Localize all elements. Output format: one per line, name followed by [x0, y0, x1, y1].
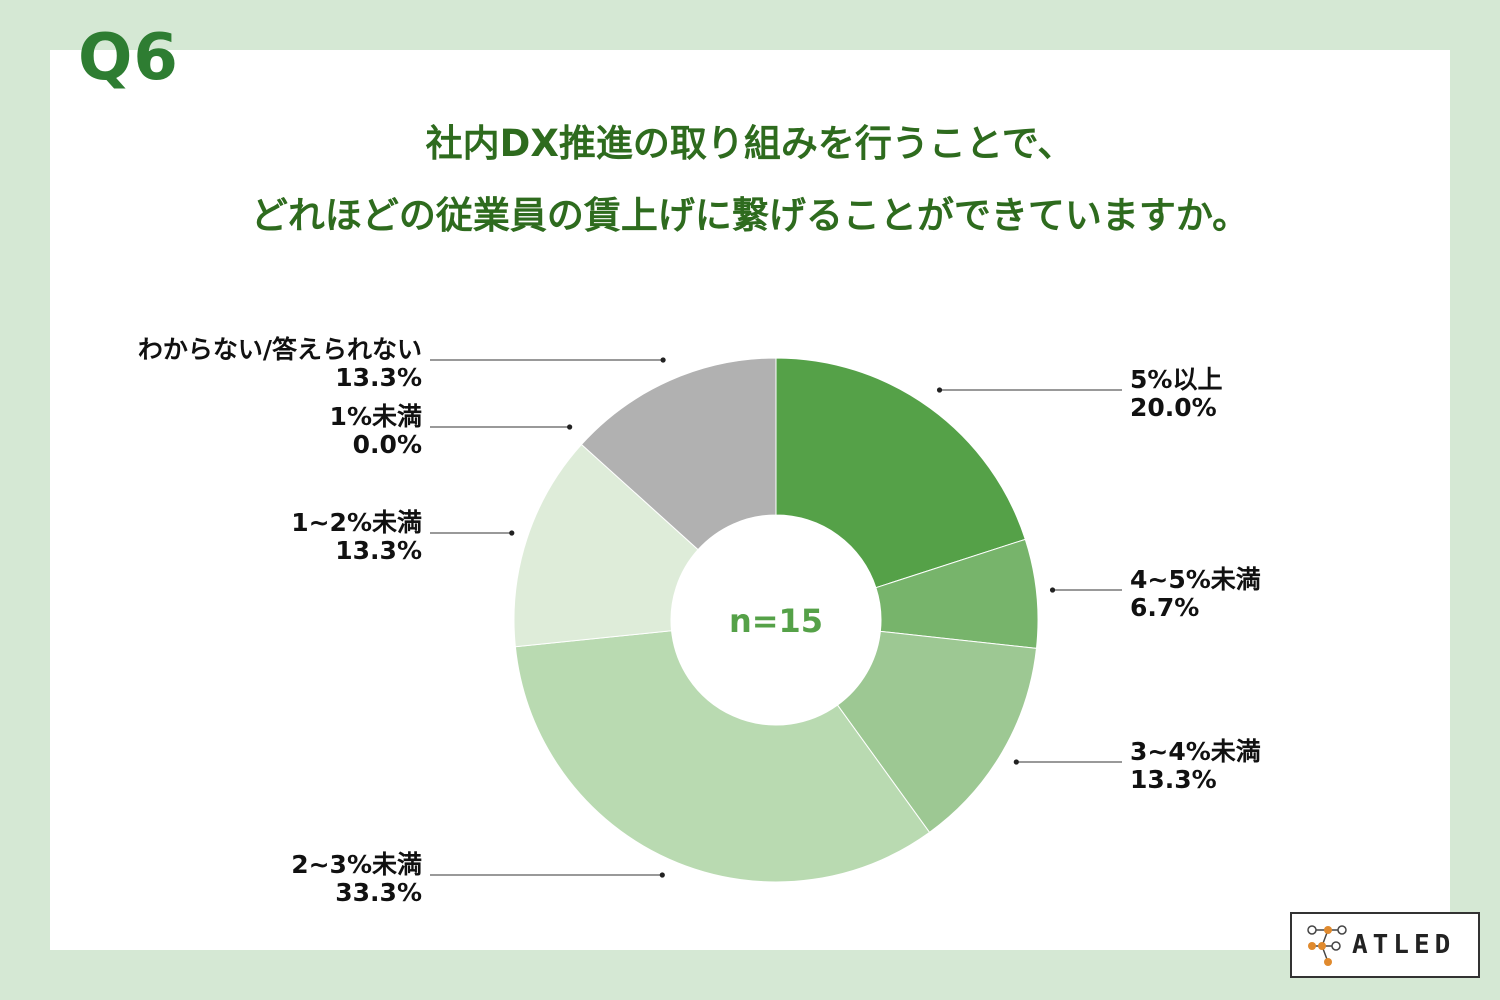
- slice-value-0: 20.0%: [1130, 393, 1217, 422]
- slice-value-3: 33.3%: [335, 878, 422, 907]
- slice-label-6: わからない/答えられない: [138, 335, 422, 364]
- slice-value-2: 13.3%: [1130, 765, 1217, 794]
- title-line-1: 社内DX推進の取り組みを行うことで、: [425, 122, 1075, 165]
- leader-dot-2: [1013, 759, 1019, 765]
- slice-value-6: 13.3%: [335, 363, 422, 392]
- center-label: n=15: [729, 602, 823, 640]
- leader-dot-3: [659, 872, 665, 878]
- page-title: 社内DX推進の取り組みを行うことで、 どれほどの従業員の賃上げに繋げることができ…: [0, 108, 1500, 252]
- pie-slice-4: [513, 443, 699, 648]
- leader-dot-5: [567, 424, 573, 430]
- slice-value-1: 6.7%: [1130, 593, 1199, 622]
- brand-logo: ATLED: [1290, 912, 1480, 978]
- pie-slice-0: [775, 357, 1026, 589]
- slice-value-4: 13.3%: [335, 536, 422, 565]
- pie-slice-2: [836, 630, 1038, 834]
- logo-mark-icon: [1307, 925, 1347, 966]
- title-line-2: どれほどの従業員の賃上げに繋げることができていますか。: [250, 194, 1250, 237]
- slice-label-2: 3~4%未満: [1130, 737, 1261, 766]
- slice-label-3: 2~3%未満: [291, 850, 422, 879]
- slice-label-0: 5%以上: [1130, 365, 1222, 394]
- slice-label-1: 4~5%未満: [1130, 565, 1261, 594]
- slice-value-5: 0.0%: [353, 430, 422, 459]
- pie-slice-3: [514, 630, 931, 883]
- slice-label-4: 1~2%未満: [291, 508, 422, 537]
- slice-label-5: 1%未満: [330, 402, 422, 431]
- leader-dot-1: [1049, 587, 1056, 593]
- leader-dot-0: [936, 387, 943, 393]
- question-label: Q6: [78, 21, 179, 95]
- leader-dot-4: [509, 530, 515, 536]
- leader-dot-6: [660, 357, 666, 363]
- pie-slice-6: [580, 357, 777, 551]
- logo-text: ATLED: [1352, 930, 1456, 960]
